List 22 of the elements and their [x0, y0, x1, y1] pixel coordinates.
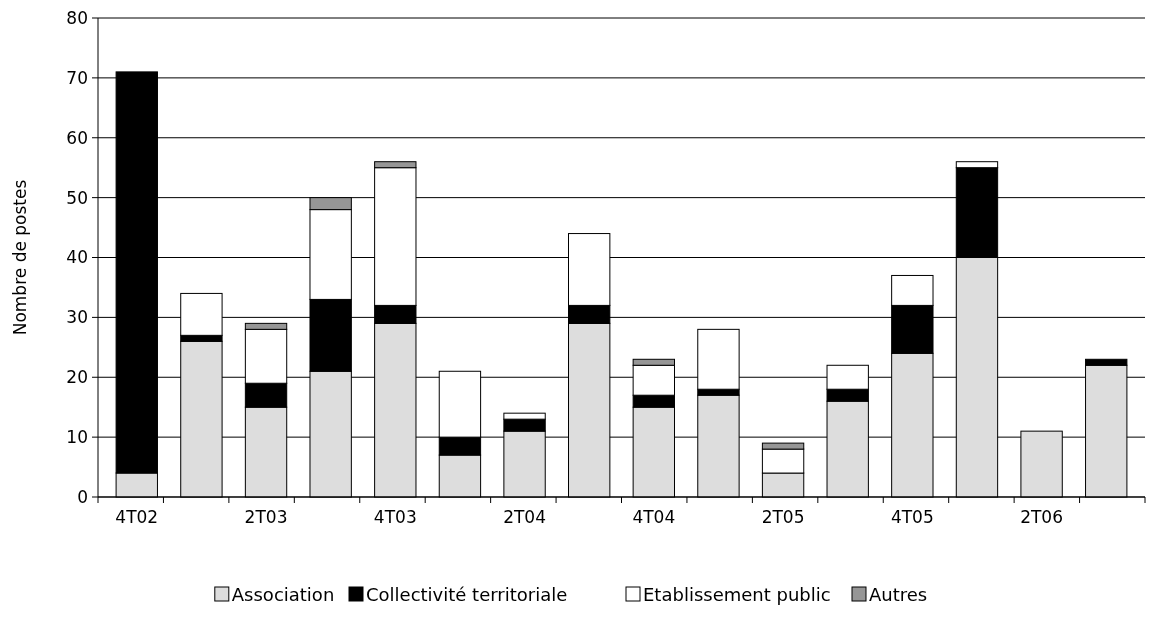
- x-tick-label: 4T05: [890, 507, 934, 527]
- x-tick-label: 4T04: [632, 507, 676, 527]
- y-axis-title: Nombre de postes: [10, 179, 30, 336]
- legend-label: Etablissement public: [643, 584, 831, 606]
- legend-label: Association: [231, 584, 335, 606]
- x-tick-label: 2T04: [503, 507, 546, 527]
- x-tick-label: 2T05: [761, 507, 805, 527]
- y-tick-label: 70: [66, 67, 88, 88]
- y-tick-label: 30: [66, 307, 88, 328]
- y-tick-label: 0: [77, 486, 88, 507]
- y-tick-label: 20: [66, 367, 88, 388]
- y-tick-label: 60: [66, 127, 88, 148]
- y-tick-label: 10: [66, 427, 88, 448]
- x-tick-label: 2T06: [1020, 507, 1064, 527]
- x-tick-label: 2T03: [244, 507, 288, 527]
- x-tick-label: 4T02: [115, 507, 159, 527]
- y-tick-label: 40: [66, 247, 88, 268]
- y-tick-label: 50: [66, 187, 88, 208]
- legend-label: Collectivité territoriale: [366, 584, 568, 606]
- x-tick-label: 4T03: [373, 507, 417, 527]
- legend-label: Autres: [869, 584, 928, 606]
- y-tick-label: 80: [66, 7, 88, 28]
